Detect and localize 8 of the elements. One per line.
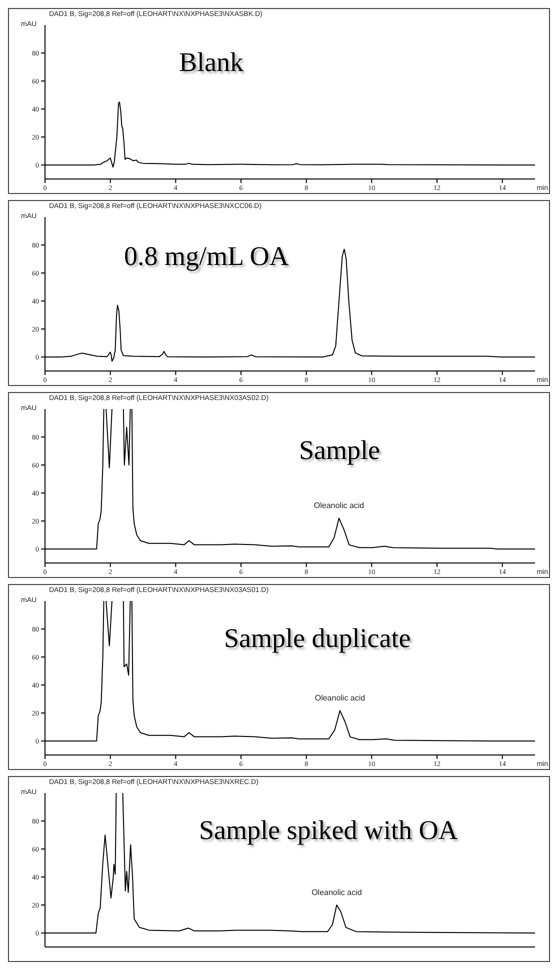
text: 0.8 mg/mL OA — [124, 241, 289, 272]
text: Sample duplicate — [224, 623, 411, 654]
text: Sample — [299, 435, 380, 466]
annotation: Oleanolic acid — [314, 694, 366, 703]
text: Sample spiked with OA — [199, 815, 458, 846]
annotation: Oleanolic acid — [314, 501, 364, 510]
text: Blank — [179, 47, 244, 78]
annotation: Oleanolic acid — [312, 888, 362, 897]
